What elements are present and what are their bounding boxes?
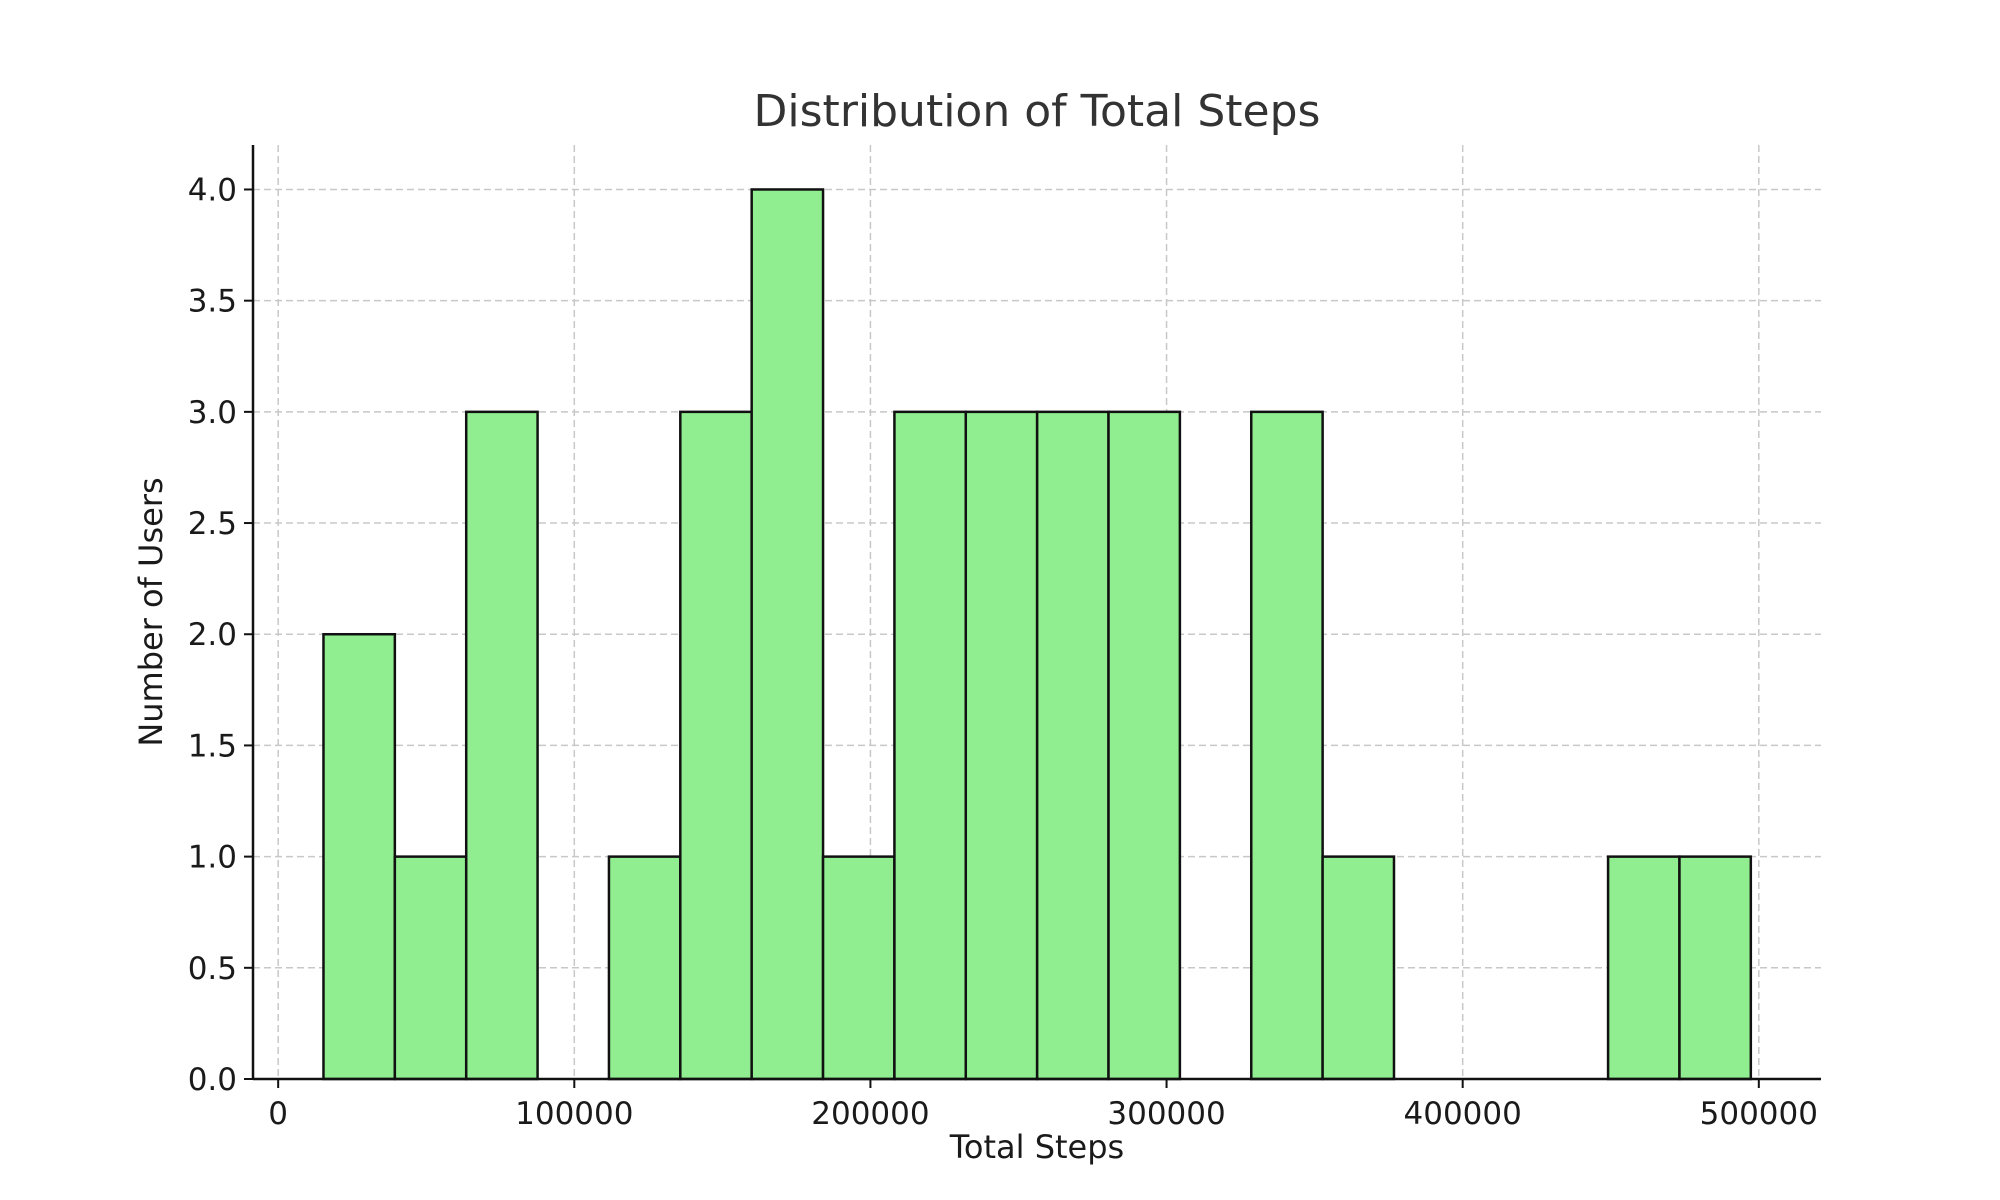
x-tick-label-0: 0 (268, 1096, 288, 1132)
histogram-bar-18 (1606, 855, 1681, 1081)
x-tick-label-2: 200000 (811, 1096, 929, 1132)
histogram-bar-14 (1321, 855, 1396, 1081)
x-tick-label-5: 500000 (1700, 1096, 1818, 1132)
histogram-bar-11 (1107, 410, 1182, 1081)
histogram-bar-4 (607, 855, 682, 1081)
histogram-bar-7 (821, 855, 896, 1081)
x-tick-label-1: 100000 (515, 1096, 633, 1132)
y-tick-label-5: 2.5 (188, 506, 237, 542)
y-tick-label-3: 1.5 (188, 728, 237, 764)
y-axis-label: Number of Users (132, 477, 170, 746)
tick-marks (244, 188, 1760, 1088)
y-tick-label-8: 4.0 (188, 172, 237, 208)
y-tick-label-0: 0.0 (188, 1062, 237, 1098)
y-tick-label-6: 3.0 (188, 395, 237, 431)
histogram-bar-19 (1678, 855, 1753, 1081)
y-tick-label-2: 1.0 (188, 840, 237, 876)
tick-labels: 0 100000 200000 300000 400000 500000 0.0 0.5 1.0… (188, 172, 1818, 1132)
y-tick-label-7: 3.5 (188, 284, 237, 320)
y-tick-label-1: 0.5 (188, 951, 237, 987)
histogram-bar-9 (964, 410, 1039, 1081)
histogram-bar-10 (1035, 410, 1110, 1081)
histogram-bar-13 (1249, 410, 1324, 1081)
y-tick-label-4: 2.0 (188, 617, 237, 653)
histogram-bar-8 (893, 410, 968, 1081)
histogram-bar-5 (679, 410, 753, 1081)
histogram-bar-1 (393, 855, 468, 1081)
x-tick-label-4: 400000 (1404, 1096, 1522, 1132)
histogram-bar-2 (464, 410, 539, 1081)
histogram-bar-6 (750, 188, 825, 1081)
chart-title: Distribution of Total Steps (754, 86, 1321, 137)
histogram-bar-0 (322, 632, 397, 1081)
x-axis-label: Total Steps (949, 1128, 1124, 1166)
x-tick-label-3: 300000 (1107, 1096, 1225, 1132)
